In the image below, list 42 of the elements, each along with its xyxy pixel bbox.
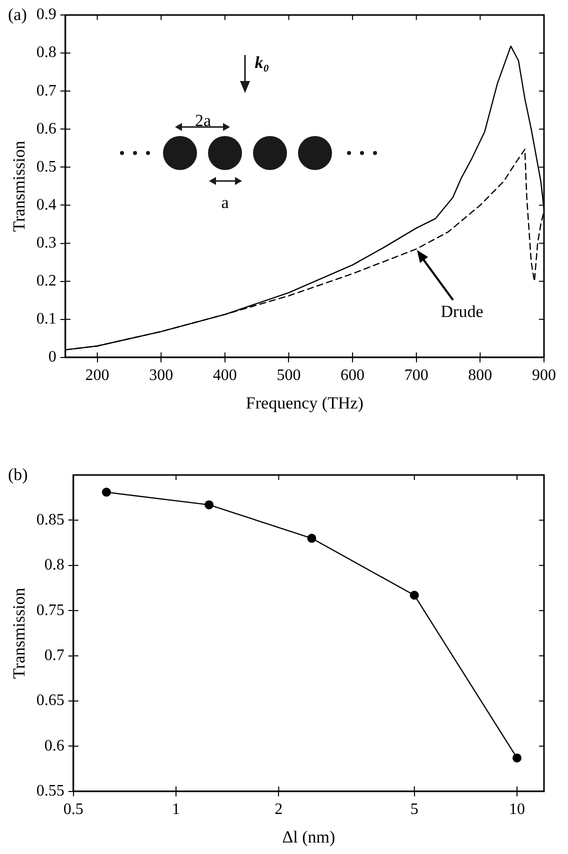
y-tick-label: 0.9 bbox=[36, 6, 56, 24]
x-axis-title: Frequency (THz) bbox=[246, 393, 364, 412]
x-tick-label: 1 bbox=[172, 801, 180, 818]
y-tick-label: 0.4 bbox=[36, 196, 56, 214]
x-tick-label: 700 bbox=[404, 367, 428, 384]
chart-title: (b) bbox=[8, 464, 28, 484]
x-tick-label: 900 bbox=[532, 367, 556, 384]
x-tick-label: 500 bbox=[276, 367, 301, 384]
y-tick-label: 0.8 bbox=[44, 556, 64, 574]
y-tick-label: 0.8 bbox=[36, 44, 56, 62]
y-tick-label: 0.55 bbox=[36, 782, 64, 800]
y-tick-label: 0.1 bbox=[36, 310, 56, 328]
point bbox=[410, 590, 419, 600]
point bbox=[307, 534, 316, 543]
y-tick-label: 0.7 bbox=[36, 82, 56, 100]
y-axis-title: Transmission bbox=[10, 587, 29, 679]
x-tick-label: 10 bbox=[509, 801, 525, 818]
point bbox=[204, 500, 214, 510]
y-tick-label: 0.3 bbox=[36, 234, 56, 252]
y-tick-label: 0.75 bbox=[36, 602, 64, 619]
y-tick-label: 0.7 bbox=[44, 647, 64, 664]
y-tick-label: 0.2 bbox=[36, 272, 56, 290]
x-tick-label: 200 bbox=[85, 367, 110, 384]
y-tick-label: 0.65 bbox=[36, 692, 64, 710]
y-tick-label: 0.5 bbox=[36, 158, 56, 176]
y-tick-label: 0.6 bbox=[36, 120, 56, 138]
y-tick-label: 0 bbox=[48, 348, 56, 366]
chart-title: (a) bbox=[8, 4, 27, 24]
y-tick-label: 0.6 bbox=[44, 737, 64, 754]
x-tick-label: 600 bbox=[340, 367, 365, 384]
annotation: Drude bbox=[440, 302, 484, 322]
point bbox=[102, 488, 111, 497]
x-tick-label: 300 bbox=[149, 367, 174, 384]
y-tick-label: 0.85 bbox=[36, 511, 64, 528]
x-tick-label: 400 bbox=[212, 367, 237, 384]
x-tick-label: 5 bbox=[410, 801, 418, 818]
point bbox=[512, 753, 522, 762]
x-axis-title: Δl (nm) bbox=[282, 827, 336, 846]
x-tick-label: 800 bbox=[468, 367, 492, 384]
x-tick-label: 0.5 bbox=[63, 801, 84, 818]
x-tick-label: 2 bbox=[274, 801, 283, 818]
y-axis-title: Transmission bbox=[10, 140, 29, 232]
